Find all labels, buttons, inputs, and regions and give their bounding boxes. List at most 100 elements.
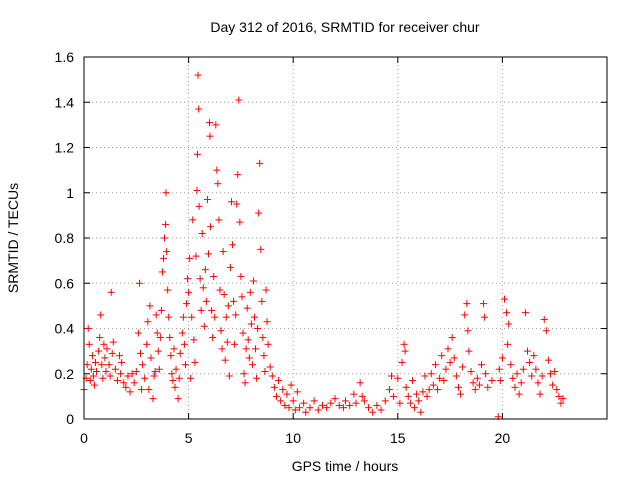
data-point bbox=[272, 392, 280, 400]
data-point bbox=[495, 365, 503, 373]
data-point bbox=[255, 209, 263, 217]
data-point bbox=[360, 397, 368, 405]
data-point bbox=[352, 399, 360, 407]
y-tick-label: 0.4 bbox=[55, 321, 75, 337]
data-point bbox=[162, 189, 170, 197]
data-point bbox=[241, 379, 249, 387]
data-point bbox=[256, 159, 264, 167]
data-point bbox=[149, 395, 157, 403]
data-point bbox=[279, 386, 287, 394]
data-point bbox=[465, 347, 473, 355]
data-point bbox=[346, 401, 354, 409]
y-axis-label: SRMTID / TECUs bbox=[5, 183, 21, 293]
data-point bbox=[120, 379, 128, 387]
data-point bbox=[152, 311, 160, 319]
data-point bbox=[158, 268, 166, 276]
data-point bbox=[259, 334, 267, 342]
data-point bbox=[151, 367, 159, 375]
data-point bbox=[106, 372, 114, 380]
data-point bbox=[187, 374, 195, 382]
data-point bbox=[170, 345, 178, 353]
data-point bbox=[166, 334, 174, 342]
data-point bbox=[164, 286, 172, 294]
data-point bbox=[214, 180, 222, 188]
data-point bbox=[314, 406, 322, 414]
data-point bbox=[521, 309, 529, 317]
data-point bbox=[240, 370, 248, 378]
data-point bbox=[500, 295, 508, 303]
data-point bbox=[227, 198, 235, 206]
data-point bbox=[245, 354, 253, 362]
data-point bbox=[233, 200, 241, 208]
data-point bbox=[421, 372, 429, 380]
data-point bbox=[394, 374, 402, 382]
data-point bbox=[464, 327, 472, 335]
data-point bbox=[195, 105, 203, 113]
data-point bbox=[381, 397, 389, 405]
data-point bbox=[511, 383, 519, 391]
data-point bbox=[440, 377, 448, 385]
data-point bbox=[258, 297, 266, 305]
data-point bbox=[469, 379, 477, 387]
data-point bbox=[532, 365, 540, 373]
x-tick-label: 5 bbox=[185, 430, 193, 446]
data-point bbox=[530, 352, 538, 360]
data-point bbox=[270, 383, 278, 391]
data-point bbox=[236, 218, 244, 226]
data-point bbox=[126, 388, 134, 396]
data-point bbox=[226, 263, 234, 271]
data-point bbox=[431, 361, 439, 369]
data-point bbox=[553, 386, 561, 394]
data-point bbox=[544, 356, 552, 364]
data-point bbox=[163, 248, 171, 256]
data-point bbox=[89, 372, 97, 380]
data-point bbox=[90, 381, 98, 389]
data-point bbox=[413, 390, 421, 398]
data-point bbox=[235, 96, 243, 104]
data-point bbox=[283, 390, 291, 398]
data-point bbox=[157, 306, 165, 314]
data-point bbox=[175, 374, 183, 382]
data-point bbox=[130, 379, 138, 387]
data-point bbox=[242, 345, 250, 353]
data-point bbox=[174, 395, 182, 403]
data-point bbox=[505, 320, 513, 328]
data-point bbox=[509, 374, 517, 382]
data-point bbox=[141, 374, 149, 382]
data-point bbox=[243, 304, 251, 312]
data-point bbox=[238, 293, 246, 301]
data-point bbox=[186, 254, 194, 262]
data-point bbox=[423, 392, 431, 400]
data-point bbox=[124, 372, 132, 380]
data-point bbox=[519, 365, 527, 373]
data-point bbox=[99, 374, 107, 382]
data-point bbox=[239, 329, 247, 337]
data-point bbox=[101, 354, 109, 362]
data-point bbox=[122, 383, 130, 391]
data-points bbox=[80, 71, 567, 421]
data-point bbox=[427, 370, 435, 378]
data-point bbox=[150, 372, 158, 380]
data-point bbox=[145, 386, 153, 394]
y-tick-label: 1.2 bbox=[55, 140, 75, 156]
data-point bbox=[536, 390, 544, 398]
data-point bbox=[249, 277, 257, 285]
y-tick-label: 0.8 bbox=[55, 230, 75, 246]
data-point bbox=[555, 392, 563, 400]
data-point bbox=[438, 352, 446, 360]
data-point bbox=[194, 71, 202, 79]
data-point bbox=[201, 266, 209, 274]
x-tick-label: 20 bbox=[495, 430, 511, 446]
axis-ticks: 0 0.2 0.4 0.6 0.8 1 1.2 1.4 1.6 0 5 10 15 20 bbox=[55, 49, 607, 446]
data-point bbox=[135, 279, 143, 287]
x-axis-label: GPS time / hours bbox=[292, 458, 399, 474]
data-point bbox=[365, 404, 373, 412]
data-point bbox=[540, 315, 548, 323]
data-point bbox=[96, 334, 104, 342]
data-point bbox=[542, 327, 550, 335]
data-point bbox=[429, 381, 437, 389]
data-point bbox=[498, 354, 506, 362]
data-point bbox=[162, 220, 170, 228]
data-point bbox=[216, 286, 224, 294]
data-point bbox=[171, 383, 179, 391]
